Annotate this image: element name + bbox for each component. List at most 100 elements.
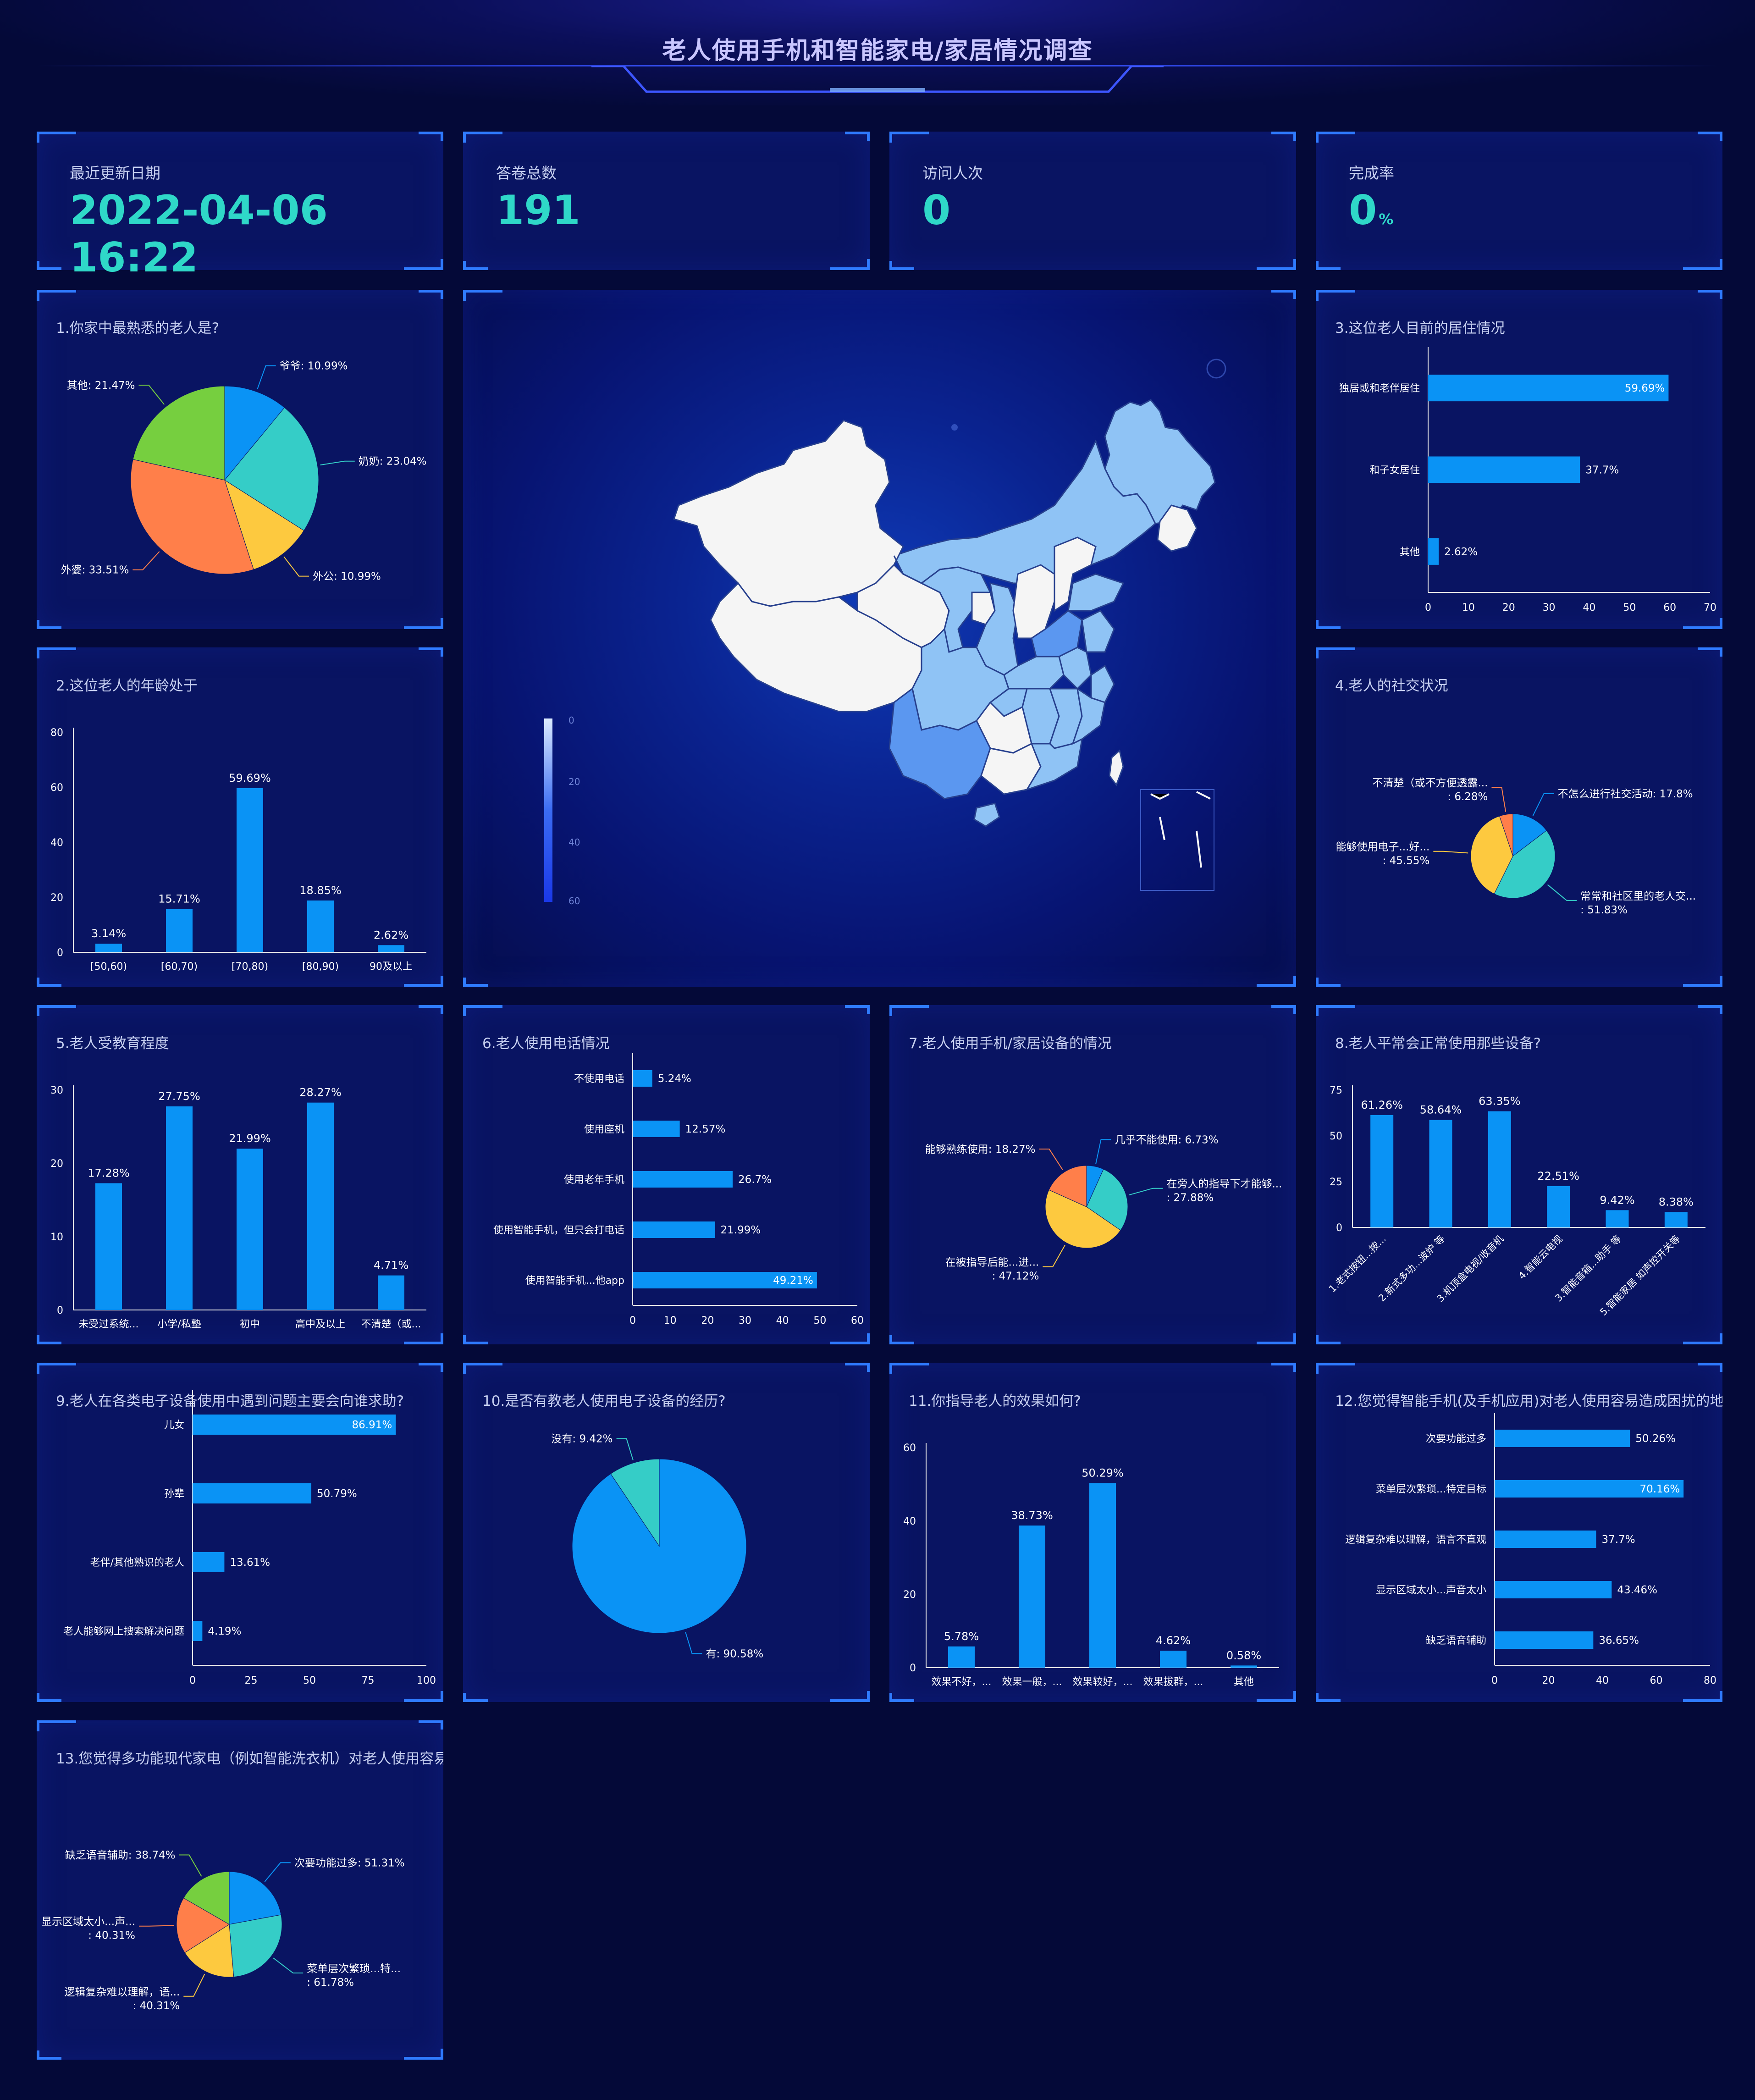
pie-label: 在被指导后能...进... — [945, 1257, 1039, 1269]
bar[interactable] — [237, 1149, 263, 1310]
bar[interactable] — [1428, 375, 1669, 402]
pie-slice[interactable] — [224, 479, 304, 570]
pie-slice[interactable] — [1512, 813, 1547, 857]
pie-slice[interactable] — [130, 459, 254, 575]
map-region-gansu[interactable] — [893, 555, 991, 653]
bar[interactable] — [633, 1221, 715, 1238]
bar[interactable] — [633, 1121, 680, 1137]
pie-slice[interactable] — [1499, 813, 1513, 857]
pie-slice[interactable] — [1086, 1169, 1128, 1231]
bar[interactable] — [1495, 1531, 1596, 1548]
bar[interactable] — [633, 1070, 652, 1087]
bar[interactable] — [1019, 1525, 1045, 1668]
pie-slice[interactable] — [1049, 1165, 1087, 1207]
map-region-fujian[interactable] — [1071, 687, 1106, 745]
bar[interactable] — [1495, 1581, 1612, 1598]
bar[interactable] — [166, 1106, 193, 1310]
pie-slice[interactable] — [229, 1914, 282, 1978]
pie-slice[interactable] — [1045, 1189, 1121, 1249]
stat-card-visits: 访问人次 0 — [889, 132, 1296, 270]
bar[interactable] — [1429, 1120, 1452, 1227]
x-tick-label: 10 — [1462, 602, 1475, 613]
bar[interactable] — [307, 900, 334, 952]
x-tick-label: 50 — [1623, 602, 1636, 613]
bar[interactable] — [633, 1171, 733, 1188]
bar[interactable] — [237, 788, 263, 952]
map-legend-bar[interactable] — [544, 718, 552, 902]
bar[interactable] — [1428, 538, 1439, 565]
bar[interactable] — [1428, 456, 1580, 483]
map-region-guangdong[interactable] — [1025, 738, 1083, 791]
pie-label: 缺乏语音辅助: 38.74% — [65, 1849, 176, 1861]
bar[interactable] — [1547, 1186, 1570, 1227]
x-tick-label: 80 — [1704, 1675, 1716, 1686]
bar[interactable] — [307, 1102, 334, 1310]
bar[interactable] — [166, 909, 193, 952]
bar[interactable] — [95, 944, 122, 952]
bar[interactable] — [1488, 1111, 1511, 1227]
pie-slice[interactable] — [610, 1459, 660, 1547]
pie-slice[interactable] — [1494, 830, 1556, 899]
bar-value-label: 36.65% — [1599, 1635, 1639, 1647]
pie-leader-line — [132, 551, 160, 570]
map-region-shandong[interactable] — [1067, 573, 1125, 612]
bar[interactable] — [193, 1621, 203, 1641]
chart-title: 6.老人使用电话情况 — [482, 1035, 610, 1052]
bar[interactable] — [193, 1415, 396, 1435]
bar[interactable] — [1160, 1651, 1187, 1668]
pie-slice[interactable] — [176, 1897, 230, 1953]
bar[interactable] — [1495, 1430, 1630, 1447]
chart-panel-q2: 2.这位老人的年龄处于 0 20 40 60 80 3.14% [50,60) 15.71% [6… — [37, 647, 443, 987]
map-region-yunnan[interactable] — [889, 687, 991, 800]
bar[interactable] — [948, 1646, 975, 1668]
bar-value-label: 43.46% — [1617, 1584, 1657, 1596]
bar[interactable] — [193, 1483, 312, 1503]
pie-slice[interactable] — [224, 407, 319, 531]
stat-value: 191 — [496, 187, 580, 234]
chart-panel-q10: 10.是否有教老人使用电子设备的经历? 有: 90.58% 没有: 9.42% — [463, 1363, 870, 1702]
map-region-hainan[interactable] — [973, 802, 1000, 827]
map-region-jiangsu[interactable] — [1081, 610, 1115, 653]
map-region-zhejiang[interactable] — [1090, 664, 1115, 703]
pie-leader-line — [1547, 884, 1577, 901]
pie-label: 外公: 10.99% — [313, 571, 381, 583]
bar[interactable] — [633, 1272, 817, 1288]
pie-leader-line — [685, 1632, 702, 1654]
bar[interactable] — [1089, 1483, 1116, 1668]
chart-svg: 次要功能过多: 51.31% 菜单层次繁琐...特...: 61.78% 逻辑复杂难… — [41, 1849, 404, 2012]
pie-slice[interactable] — [183, 1871, 230, 1925]
map-region-xinjiang[interactable] — [673, 420, 904, 607]
china-map[interactable]: 0 20 40 60 — [463, 290, 1296, 987]
bar[interactable] — [378, 1275, 404, 1310]
x-tick-label: 4.智能云电视 — [1516, 1233, 1564, 1282]
pie-slice[interactable] — [132, 386, 225, 481]
map-region-hebei[interactable] — [1054, 536, 1097, 612]
y-tick-label: 缺乏语音辅助 — [1426, 1635, 1486, 1647]
bar[interactable] — [1370, 1115, 1394, 1227]
y-tick-label: 20 — [50, 1158, 63, 1170]
pie-label: 有: 90.58% — [706, 1648, 763, 1660]
chart-panel-q4: 4.老人的社交状况 不怎么进行社交活动: 17.8% 常常和社区里的老人交...: … — [1316, 647, 1722, 987]
map-region-anhui[interactable] — [1058, 647, 1092, 690]
x-tick-label: 25 — [245, 1675, 258, 1686]
pie-slice[interactable] — [184, 1924, 234, 1978]
bar[interactable] — [1664, 1212, 1688, 1227]
pie-slice[interactable] — [229, 1871, 281, 1925]
map-region-liaoning[interactable] — [1157, 504, 1198, 552]
bar[interactable] — [1495, 1631, 1594, 1649]
bar[interactable] — [1606, 1210, 1629, 1227]
bar-value-label: 2.62% — [374, 928, 408, 941]
bar[interactable] — [378, 945, 404, 952]
pie-slice[interactable] — [224, 386, 285, 481]
pie-slice[interactable] — [1470, 816, 1513, 895]
bar[interactable] — [1231, 1665, 1257, 1668]
y-tick-label: 不使用电话 — [574, 1073, 624, 1085]
bar[interactable] — [193, 1552, 225, 1572]
map-region-taiwan[interactable] — [1109, 749, 1124, 787]
page-title: 老人使用手机和智能家电/家居情况调查 — [662, 37, 1093, 65]
chart-svg: 几乎不能使用: 6.73% 在旁人的指导下才能够...: 27.88% 在被指导后能… — [925, 1134, 1282, 1282]
bar[interactable] — [1495, 1480, 1684, 1498]
x-tick-label: 75 — [362, 1675, 375, 1686]
bar[interactable] — [95, 1183, 122, 1310]
chart-title: 4.老人的社交状况 — [1335, 678, 1448, 694]
